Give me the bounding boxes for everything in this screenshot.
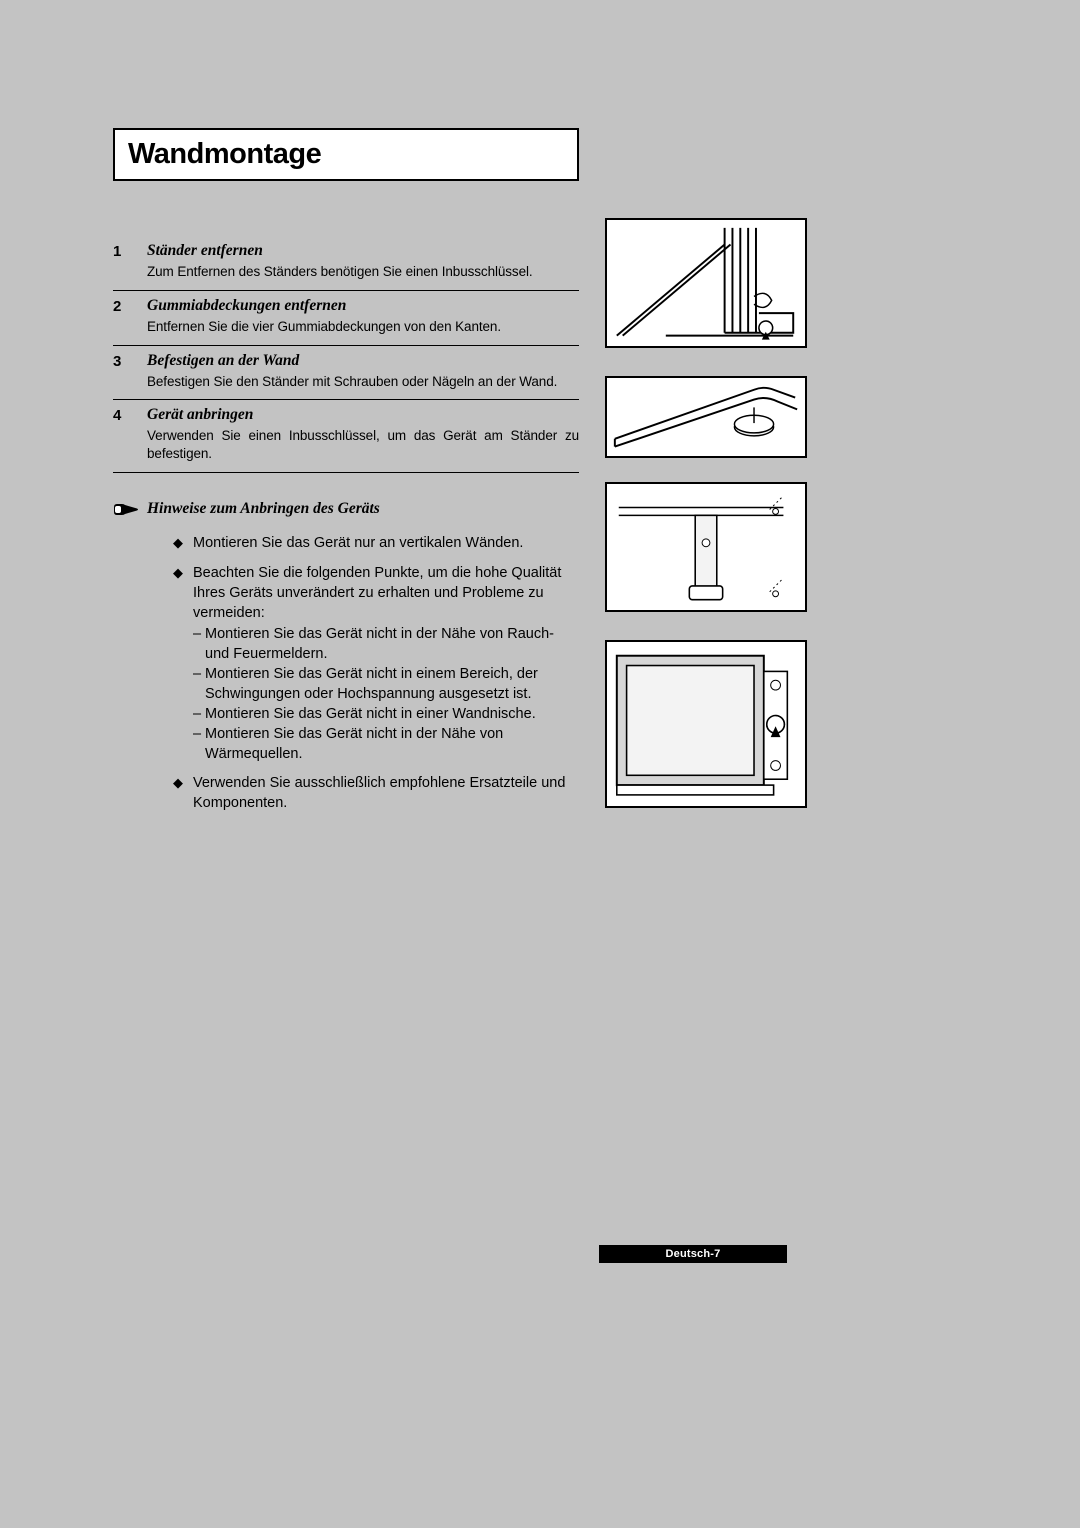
list-item: ◆ Beachten Sie die folgenden Punkte, um …: [173, 564, 579, 765]
list-item-text: Beachten Sie die folgenden Punkte, um di…: [193, 565, 561, 621]
page-footer: Deutsch-7: [599, 1245, 787, 1263]
list-item: ◆ Montieren Sie das Gerät nur an vertika…: [173, 534, 579, 554]
step-desc: Befestigen Sie den Ständer mit Schrauben…: [147, 373, 579, 391]
sub-item: – Montieren Sie das Gerät nicht in einer…: [193, 705, 579, 725]
step-item: 2 Gummiabdeckungen entfernen Entfernen S…: [113, 291, 579, 345]
sub-item-text: Montieren Sie das Gerät nicht in einem B…: [205, 665, 579, 705]
footer-text: Deutsch-7: [666, 1248, 721, 1260]
steps-list: 1 Ständer entfernen Zum Entfernen des St…: [113, 236, 579, 473]
sub-item: – Montieren Sie das Gerät nicht in der N…: [193, 625, 579, 665]
notes-section: Hinweise zum Anbringen des Geräts ◆ Mont…: [113, 500, 579, 824]
dash-bullet-icon: –: [193, 665, 205, 705]
step-desc: Verwenden Sie einen Inbusschlüssel, um d…: [147, 427, 579, 463]
diamond-bullet-icon: ◆: [173, 564, 193, 765]
page-title: Wandmontage: [128, 138, 321, 171]
dash-bullet-icon: –: [193, 725, 205, 765]
figure-3-wall-mount: [605, 482, 807, 612]
sub-item: – Montieren Sie das Gerät nicht in einem…: [193, 665, 579, 705]
list-item-text: Verwenden Sie ausschließlich empfohlene …: [193, 774, 579, 814]
dash-bullet-icon: –: [193, 705, 205, 725]
figure-1-remove-stand: [605, 218, 807, 348]
figure-4-attach-device: [605, 640, 807, 808]
sub-list: – Montieren Sie das Gerät nicht in der N…: [193, 625, 579, 764]
page: Wandmontage 1 Ständer entfernen Zum Entf…: [113, 60, 967, 1468]
sub-item-text: Montieren Sie das Gerät nicht in einer W…: [205, 705, 579, 725]
figure-2-remove-caps: [605, 376, 807, 458]
notes-list: ◆ Montieren Sie das Gerät nur an vertika…: [113, 534, 579, 814]
sub-item: – Montieren Sie das Gerät nicht in der N…: [193, 725, 579, 765]
step-title: Gummiabdeckungen entfernen: [147, 297, 579, 315]
sub-item-text: Montieren Sie das Gerät nicht in der Näh…: [205, 725, 579, 765]
sub-item-text: Montieren Sie das Gerät nicht in der Näh…: [205, 625, 579, 665]
step-number: 4: [113, 406, 147, 463]
step-item: 3 Befestigen an der Wand Befestigen Sie …: [113, 346, 579, 400]
step-item: 1 Ständer entfernen Zum Entfernen des St…: [113, 236, 579, 290]
step-item: 4 Gerät anbringen Verwenden Sie einen In…: [113, 400, 579, 472]
step-desc: Entfernen Sie die vier Gummiabdeckungen …: [147, 318, 579, 336]
step-number: 2: [113, 297, 147, 336]
notes-title: Hinweise zum Anbringen des Geräts: [147, 500, 380, 518]
step-title: Gerät anbringen: [147, 406, 579, 424]
dash-bullet-icon: –: [193, 625, 205, 665]
step-desc: Zum Entfernen des Ständers benötigen Sie…: [147, 263, 579, 281]
step-number: 3: [113, 352, 147, 391]
title-box: Wandmontage: [113, 128, 579, 181]
diamond-bullet-icon: ◆: [173, 774, 193, 814]
pointing-hand-icon: [113, 501, 147, 518]
step-number: 1: [113, 242, 147, 281]
diamond-bullet-icon: ◆: [173, 534, 193, 554]
list-item: ◆ Verwenden Sie ausschließlich empfohlen…: [173, 774, 579, 814]
step-title: Ständer entfernen: [147, 242, 579, 260]
step-title: Befestigen an der Wand: [147, 352, 579, 370]
divider: [113, 472, 579, 473]
list-item-text: Montieren Sie das Gerät nur an vertikale…: [193, 534, 579, 554]
